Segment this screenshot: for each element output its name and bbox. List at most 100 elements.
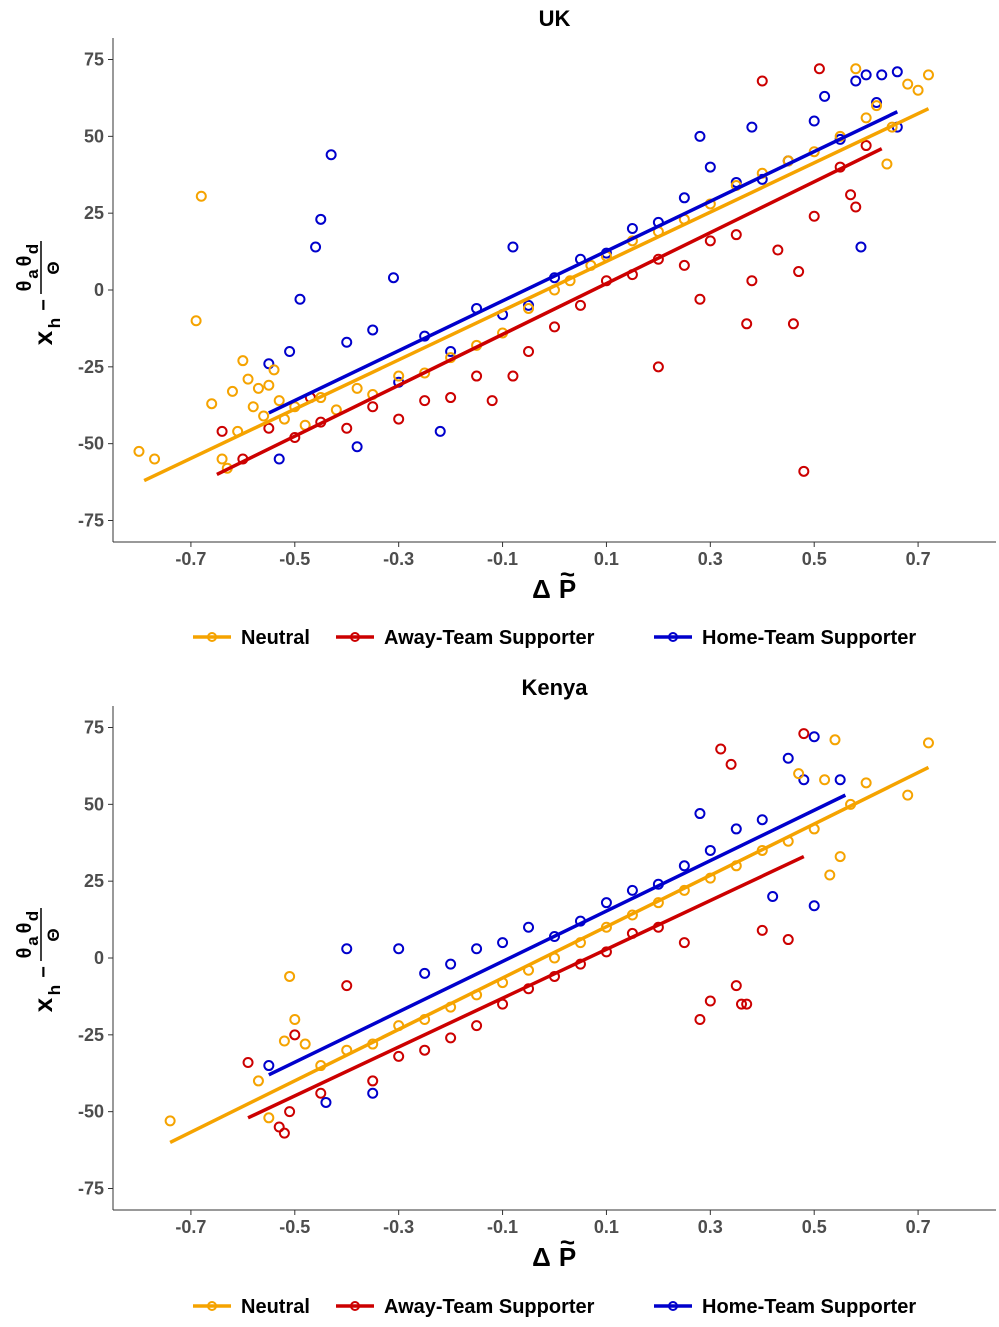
x-tick-label: 0.5: [802, 1217, 827, 1237]
data-point-home: [341, 943, 353, 955]
y-tick-label: 75: [84, 718, 104, 738]
data-point-home: [756, 814, 768, 826]
y-tick-label: -25: [78, 1025, 104, 1045]
data-point-away: [704, 235, 716, 247]
y-label-x: x: [28, 997, 58, 1012]
data-point-neutral: [393, 370, 405, 382]
y-label-x: x: [28, 330, 58, 345]
data-point-home: [284, 345, 296, 357]
x-tick-label: 0.1: [594, 1217, 619, 1237]
y-label-theta-d: θ: [14, 923, 36, 934]
data-point-home: [273, 453, 285, 465]
x-tick-label: 0.7: [906, 1217, 931, 1237]
data-point-neutral: [190, 315, 202, 327]
x-tick-label: -0.3: [383, 1217, 414, 1237]
data-point-neutral: [850, 63, 862, 75]
data-point-away: [741, 998, 753, 1010]
data-point-neutral: [216, 453, 228, 465]
data-point-away: [507, 370, 519, 382]
data-point-home: [367, 1087, 379, 1099]
data-point-home: [367, 324, 379, 336]
data-point-away: [694, 1013, 706, 1025]
fit-line-neutral: [143, 107, 930, 483]
data-point-neutral: [299, 1038, 311, 1050]
data-point-away: [445, 1032, 457, 1044]
data-point-away: [419, 1044, 431, 1056]
data-point-neutral: [263, 379, 275, 391]
data-point-home: [523, 921, 535, 933]
data-point-away: [730, 980, 742, 992]
y-label-big-theta: Θ: [44, 928, 63, 941]
data-point-neutral: [824, 869, 836, 881]
legend-item-home: Home-Team Supporter: [654, 1296, 916, 1318]
fit-line-home: [268, 110, 899, 415]
data-point-home: [393, 943, 405, 955]
y-label-d: d: [23, 244, 42, 254]
data-point-away: [445, 392, 457, 404]
data-point-away: [574, 299, 586, 311]
data-point-neutral: [922, 69, 934, 81]
data-point-neutral: [881, 158, 893, 170]
data-point-away: [704, 995, 716, 1007]
plot-area: [164, 728, 934, 1144]
data-point-away: [772, 244, 784, 256]
data-point-away: [341, 422, 353, 434]
data-point-away: [756, 75, 768, 87]
data-point-home: [507, 241, 519, 253]
data-point-away: [746, 275, 758, 287]
x-label-p: P: [559, 574, 576, 604]
data-point-home: [746, 121, 758, 133]
data-point-away: [694, 293, 706, 305]
y-label-h: h: [45, 318, 64, 328]
data-point-away: [367, 401, 379, 413]
data-point-neutral: [149, 453, 161, 465]
data-point-home: [294, 293, 306, 305]
data-point-home: [704, 844, 716, 856]
data-point-neutral: [195, 190, 207, 202]
x-tick-label: 0.5: [802, 549, 827, 569]
data-point-away: [652, 361, 664, 373]
data-point-away: [787, 318, 799, 330]
data-point-home: [434, 425, 446, 437]
data-point-home: [626, 884, 638, 896]
data-point-neutral: [133, 445, 145, 457]
fit-line-home: [268, 793, 847, 1077]
data-point-home: [808, 115, 820, 127]
fit-line-away: [216, 147, 883, 476]
data-point-away: [471, 1020, 483, 1032]
data-point-away: [471, 370, 483, 382]
data-point-away: [393, 1050, 405, 1062]
y-label-a: a: [23, 936, 42, 946]
x-tick-label: 0.3: [698, 1217, 723, 1237]
data-point-away: [850, 201, 862, 213]
data-point-away: [798, 728, 810, 740]
x-label-tilde: ~: [560, 559, 575, 589]
data-point-home: [730, 823, 742, 835]
fit-line-away: [247, 855, 805, 1120]
data-point-home: [310, 241, 322, 253]
data-point-neutral: [164, 1115, 176, 1127]
data-point-away: [367, 1075, 379, 1087]
data-point-away: [678, 937, 690, 949]
data-point-away: [393, 413, 405, 425]
data-point-away: [860, 140, 872, 152]
data-point-neutral: [284, 970, 296, 982]
data-point-away: [793, 266, 805, 278]
data-point-home: [860, 69, 872, 81]
data-point-home: [419, 967, 431, 979]
legend: Neutral Away-Team Supporter Home-Team Supp…: [193, 627, 916, 649]
legend-item-neutral: Neutral: [193, 627, 310, 649]
data-point-away: [284, 1106, 296, 1118]
data-point-home: [387, 272, 399, 284]
data-point-away: [756, 924, 768, 936]
data-point-neutral: [871, 100, 883, 112]
data-point-home: [876, 69, 888, 81]
data-point-home: [891, 66, 903, 78]
data-point-home: [626, 223, 638, 235]
data-point-neutral: [289, 1013, 301, 1025]
x-tick-label: 0.7: [906, 549, 931, 569]
data-point-away: [782, 934, 794, 946]
data-point-neutral: [252, 1075, 264, 1087]
legend-label: Neutral: [241, 1296, 310, 1318]
